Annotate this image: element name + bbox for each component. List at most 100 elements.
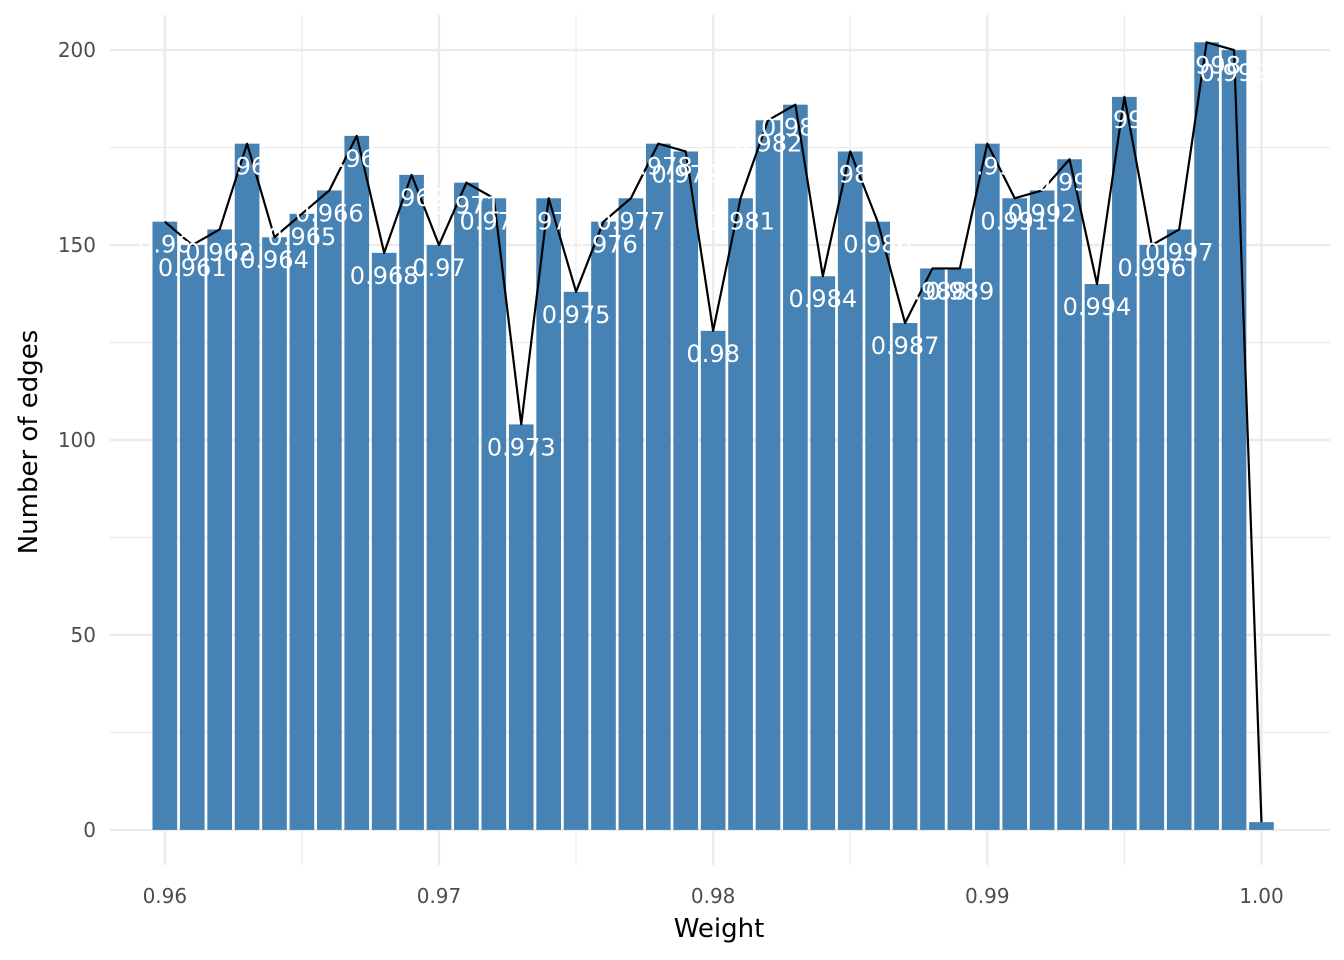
- bar-value-label: 0.986: [843, 231, 912, 259]
- x-tick-label: 1.00: [1239, 884, 1284, 908]
- bar-value-label: 0.961: [158, 254, 227, 282]
- bar-value-label: 0.995: [1090, 106, 1159, 134]
- x-tick-label: 0.96: [143, 884, 188, 908]
- bar-value-label: 0.962: [185, 238, 254, 266]
- bar-value-label: 0.969: [377, 184, 446, 212]
- trend-line-group: [164, 41, 1263, 823]
- bar: [207, 229, 232, 830]
- bar-value-label: 0.974: [514, 207, 583, 235]
- bar-value-label: 0.972: [459, 207, 528, 235]
- bar: [371, 252, 397, 830]
- y-axis-title: Number of edges: [14, 330, 44, 555]
- bar-value-label: 0.993: [1035, 168, 1104, 196]
- bar: [783, 104, 808, 830]
- bar-value-label: 0.987: [871, 332, 940, 360]
- bar: [234, 143, 260, 830]
- bar-value-label: 0.997: [1145, 238, 1214, 266]
- bar: [837, 151, 863, 830]
- bar-value-label: 0.963: [213, 153, 282, 181]
- bar-value-label: 0.98: [686, 340, 739, 368]
- x-axis-ticks: 0.96 0.97 0.98 0.99 1.00: [143, 884, 1284, 908]
- bar-value-label: 0.981: [706, 207, 775, 235]
- bar-value-label: 0.979: [651, 160, 720, 188]
- bar-value-label: 0.989: [926, 277, 995, 305]
- bar-value-label: 0.977: [597, 207, 666, 235]
- bar: [947, 268, 973, 830]
- bar: [700, 330, 726, 830]
- bar-value-label: 0.966: [295, 199, 364, 227]
- bar: [289, 213, 315, 830]
- bar: [1249, 822, 1274, 830]
- bar-value-label: 0.96: [138, 231, 191, 259]
- bar-value-label: 0.982: [734, 129, 803, 157]
- bar: [179, 245, 205, 830]
- bar: [536, 198, 561, 830]
- x-tick-label: 0.97: [417, 884, 462, 908]
- y-tick-label: 100: [58, 428, 96, 452]
- bar: [755, 120, 781, 830]
- bar: [262, 237, 287, 830]
- bar: [1084, 284, 1110, 830]
- bar: [426, 245, 452, 830]
- bar: [1139, 245, 1165, 830]
- bar: [399, 174, 424, 830]
- bar-value-label: 0.968: [350, 262, 419, 290]
- bar-value-label: 0.971: [432, 192, 501, 220]
- bar-value-label: 0.996: [1117, 254, 1186, 282]
- bar-value-label: 0.99: [961, 153, 1014, 181]
- bar-value-label: 0.994: [1063, 293, 1132, 321]
- bar-value-label: 0.965: [268, 223, 337, 251]
- bar-value-label: 0.97: [412, 254, 465, 282]
- bar-value-label: 0.984: [788, 285, 857, 313]
- y-tick-label: 50: [71, 623, 96, 647]
- bar: [316, 190, 342, 830]
- y-tick-label: 200: [58, 38, 96, 62]
- bar-value-label: 0.991: [980, 207, 1049, 235]
- bar: [892, 323, 918, 830]
- bar: [1166, 229, 1192, 830]
- bar: [1194, 42, 1219, 830]
- bar: [728, 198, 753, 830]
- bar: [591, 221, 616, 830]
- bar: [974, 143, 1000, 830]
- bar: [673, 151, 699, 830]
- x-tick-label: 0.99: [965, 884, 1010, 908]
- bar: [1112, 96, 1137, 830]
- bar: [810, 276, 836, 830]
- trend-line: [164, 41, 1263, 823]
- bar: [481, 198, 507, 830]
- y-axis-ticks: 0 50 100 150 200: [58, 38, 96, 842]
- x-tick-label: 0.98: [691, 884, 736, 908]
- bar: [344, 135, 370, 830]
- bars: [152, 42, 1274, 830]
- bar-value-label: 0.999: [1200, 59, 1269, 87]
- y-tick-label: 150: [58, 233, 96, 257]
- bar: [563, 291, 589, 830]
- bar-value-label: 0.985: [816, 160, 885, 188]
- bar-value-label: 0.978: [624, 153, 693, 181]
- bar: [1002, 198, 1028, 830]
- bar-value-label: 0.964: [240, 246, 309, 274]
- bar-value-label: 0.992: [1008, 199, 1077, 227]
- bar: [152, 221, 178, 830]
- bar: [645, 143, 671, 830]
- bar: [454, 182, 479, 830]
- bar: [920, 268, 945, 830]
- bar: [865, 221, 890, 830]
- bar: [1221, 50, 1247, 830]
- bar-value-label: 0.983: [761, 114, 830, 142]
- bar-value-label: 0.967: [322, 145, 391, 173]
- bar-value-label: 0.973: [487, 433, 556, 461]
- bar-value-label: 0.988: [898, 277, 967, 305]
- bar: [508, 424, 534, 830]
- bar-value-label: 0.998: [1172, 51, 1241, 79]
- bar-value-label: 0.975: [542, 301, 611, 329]
- bar: [618, 198, 644, 830]
- bar-value-label: 0.976: [569, 231, 638, 259]
- y-tick-label: 0: [83, 818, 96, 842]
- bar: [1029, 190, 1055, 830]
- bar: [1057, 159, 1082, 830]
- x-axis-title: Weight: [674, 914, 765, 944]
